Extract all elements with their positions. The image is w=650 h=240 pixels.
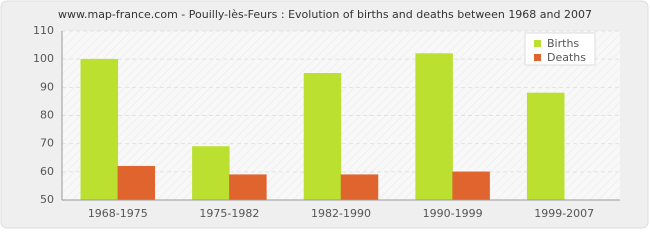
bar — [303, 73, 342, 201]
x-tick-label: 1968-1975 — [88, 207, 148, 220]
legend-swatch — [534, 54, 541, 61]
x-tick-label: 1982-1990 — [311, 207, 371, 220]
chart: www.map-france.com - Pouilly-lès-Feurs :… — [0, 0, 649, 229]
y-tick-label: 60 — [40, 165, 54, 178]
y-tick-label: 70 — [40, 137, 54, 150]
legend-swatch — [534, 40, 541, 47]
y-tick-label: 80 — [40, 109, 54, 122]
x-tick-label: 1990-1999 — [423, 207, 483, 220]
bar — [340, 174, 379, 201]
x-tick-label: 1999-2007 — [534, 207, 594, 220]
chart-title: www.map-france.com - Pouilly-lès-Feurs :… — [58, 8, 592, 21]
x-tick-label: 1975-1982 — [199, 207, 259, 220]
legend-label: Deaths — [547, 51, 586, 64]
bar — [80, 58, 119, 201]
bar — [415, 53, 453, 201]
bar — [192, 146, 230, 201]
bar — [452, 171, 490, 201]
y-tick-label: 50 — [40, 193, 54, 206]
y-tick-label: 100 — [33, 52, 54, 65]
y-tick-label: 110 — [33, 24, 54, 37]
bar — [526, 92, 565, 201]
y-tick-label: 90 — [40, 80, 54, 93]
legend-label: Births — [547, 37, 579, 50]
bar — [117, 165, 156, 201]
bar — [229, 174, 267, 201]
